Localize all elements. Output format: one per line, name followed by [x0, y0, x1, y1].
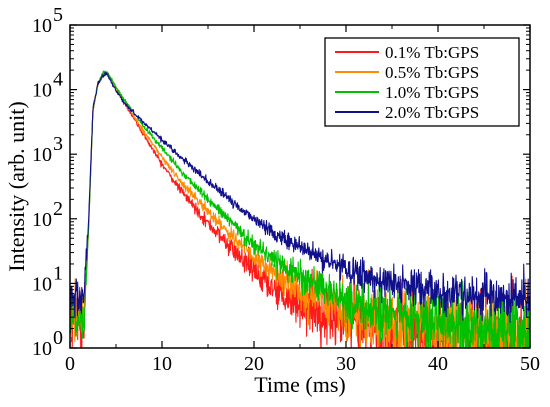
- legend-label: 2.0% Tb:GPS: [385, 103, 479, 122]
- x-tick-label: 40: [428, 353, 448, 375]
- x-tick-label: 50: [520, 353, 540, 375]
- series-group: [70, 70, 530, 348]
- series-line-3: [70, 70, 530, 348]
- y-tick-label-exponent: 1: [53, 262, 63, 284]
- y-tick-label: 10: [32, 15, 52, 37]
- x-tick-label: 30: [336, 353, 356, 375]
- y-tick-label: 10: [32, 273, 52, 295]
- x-tick-label: 0: [65, 353, 75, 375]
- y-tick-label-exponent: 3: [53, 133, 63, 155]
- series-line-4: [70, 72, 530, 323]
- y-tick-label-exponent: 0: [53, 327, 63, 349]
- y-tick-label-exponent: 5: [53, 4, 63, 26]
- y-tick-label: 10: [32, 80, 52, 102]
- x-tick-label: 10: [152, 353, 172, 375]
- y-tick-label: 10: [32, 338, 52, 360]
- x-tick-label: 20: [244, 353, 264, 375]
- series-line-1: [70, 72, 530, 348]
- y-tick-label: 10: [32, 209, 52, 231]
- y-tick-label-exponent: 2: [53, 198, 63, 220]
- y-tick-label-exponent: 4: [53, 69, 63, 91]
- y-axis-title: Intensity (arb. unit): [4, 101, 29, 271]
- legend-label: 0.5% Tb:GPS: [385, 63, 479, 82]
- legend-label: 0.1% Tb:GPS: [385, 43, 479, 62]
- y-tick-label: 10: [32, 144, 52, 166]
- legend-label: 1.0% Tb:GPS: [385, 83, 479, 102]
- x-axis-title: Time (ms): [254, 372, 345, 397]
